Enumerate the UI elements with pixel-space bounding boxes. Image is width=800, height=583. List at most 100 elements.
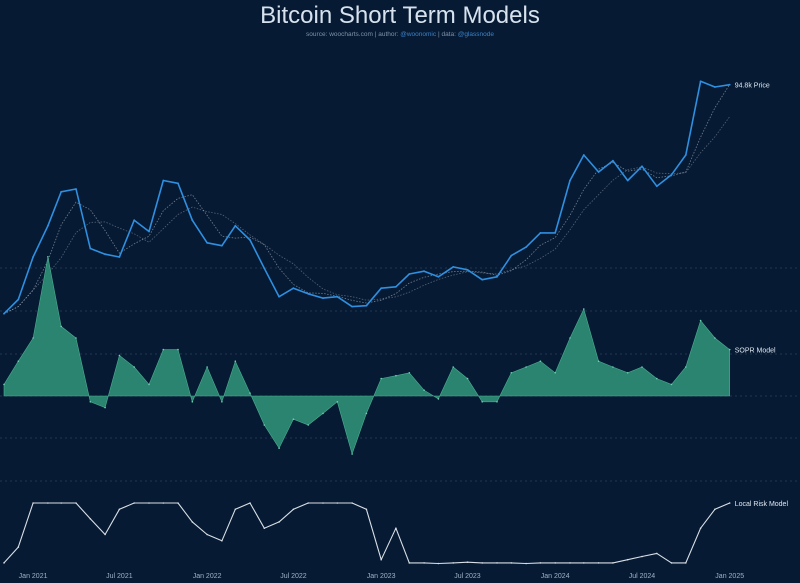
price-point-44 — [641, 165, 643, 168]
price-point-26 — [380, 287, 383, 290]
x-tick-label-5: Jul 2023 — [454, 573, 481, 580]
risk-point-46 — [670, 562, 673, 564]
sopr-point-33 — [481, 401, 484, 403]
price-point-15 — [221, 244, 223, 247]
sopr-point-24 — [351, 453, 353, 455]
risk-point-16 — [234, 508, 237, 511]
source-prefix: source: — [306, 31, 328, 38]
chart-subtitle: source: woocharts.com | author: @woonomi… — [0, 31, 800, 38]
price-point-37 — [539, 232, 542, 234]
price-point-19 — [278, 295, 280, 298]
risk-point-41 — [597, 562, 600, 564]
price-point-41 — [597, 171, 600, 173]
sopr-point-17 — [249, 392, 251, 394]
sopr-point-38 — [554, 372, 556, 374]
price-point-46 — [670, 173, 673, 176]
risk-point-45 — [656, 552, 658, 555]
price-point-21 — [307, 292, 310, 295]
sopr-point-26 — [380, 377, 383, 380]
price-point-2 — [32, 256, 34, 258]
sopr-point-30 — [437, 398, 440, 400]
risk-point-22 — [322, 502, 324, 504]
price-series-line — [3, 80, 730, 315]
sopr-point-11 — [162, 348, 165, 351]
price-point-42 — [612, 159, 614, 162]
sopr-point-15 — [221, 401, 223, 403]
price-end-label: 94.8k Price — [735, 83, 770, 90]
sopr-point-1 — [17, 360, 20, 363]
sopr-point-48 — [699, 319, 702, 322]
price-point-45 — [655, 185, 658, 188]
price-point-7 — [104, 253, 106, 256]
sopr-point-46 — [670, 383, 673, 386]
sopr-point-50 — [728, 348, 731, 351]
sopr-point-49 — [714, 337, 716, 339]
sopr-point-34 — [496, 401, 498, 403]
price-point-36 — [525, 246, 527, 249]
sopr-point-31 — [452, 366, 455, 368]
risk-point-40 — [583, 562, 585, 564]
price-point-47 — [684, 154, 687, 156]
risk-point-43 — [626, 558, 629, 561]
risk-point-6 — [89, 518, 92, 520]
data-prefix: | data: — [437, 31, 456, 38]
sopr-point-6 — [89, 401, 92, 403]
sopr-point-36 — [525, 366, 527, 368]
price-point-4 — [60, 190, 63, 193]
risk-point-5 — [75, 502, 77, 504]
risk-end-label: Local Risk Model — [735, 501, 789, 508]
sopr-point-7 — [104, 406, 106, 409]
sopr-point-23 — [336, 401, 339, 403]
sopr-point-2 — [32, 337, 34, 339]
x-tick-label-8: Jan 2025 — [715, 573, 744, 580]
risk-point-24 — [351, 502, 353, 504]
price-point-6 — [89, 247, 92, 250]
risk-point-49 — [714, 508, 716, 511]
risk-point-34 — [496, 562, 498, 564]
price-point-23 — [336, 295, 339, 298]
price-point-10 — [148, 230, 150, 233]
risk-point-20 — [292, 508, 295, 511]
price-point-49 — [714, 86, 716, 88]
price-point-25 — [365, 304, 368, 307]
sopr-point-8 — [118, 354, 121, 357]
risk-point-15 — [221, 540, 223, 542]
risk-point-33 — [481, 562, 484, 564]
risk-point-29 — [423, 562, 425, 564]
price-point-18 — [263, 267, 266, 270]
risk-point-2 — [32, 502, 34, 504]
sopr-point-39 — [569, 337, 571, 339]
risk-point-10 — [148, 502, 150, 504]
risk-point-0 — [3, 562, 5, 564]
price-point-11 — [162, 179, 165, 182]
price-point-17 — [249, 239, 251, 241]
price-point-16 — [234, 224, 237, 227]
risk-point-17 — [249, 502, 251, 504]
sopr-point-12 — [177, 348, 179, 351]
author-value: @woonomic — [400, 31, 437, 38]
sopr-point-35 — [510, 372, 513, 374]
sopr-point-37 — [539, 360, 542, 363]
sopr-point-9 — [133, 366, 135, 368]
sopr-point-32 — [466, 377, 469, 380]
sopr-point-28 — [408, 372, 411, 374]
risk-point-11 — [162, 502, 165, 504]
risk-point-42 — [612, 562, 614, 564]
sopr-point-14 — [206, 366, 208, 368]
price-point-3 — [47, 224, 49, 227]
sopr-point-4 — [60, 325, 62, 328]
price-point-48 — [699, 80, 702, 83]
sopr-point-44 — [641, 366, 643, 368]
sopr-point-5 — [75, 337, 77, 339]
x-tick-label-2: Jan 2022 — [193, 573, 222, 580]
sopr-point-40 — [583, 308, 585, 310]
price-point-43 — [626, 179, 629, 182]
sopr-point-21 — [307, 424, 310, 426]
price-point-8 — [118, 256, 121, 258]
sopr-point-47 — [685, 366, 687, 368]
price-point-20 — [292, 287, 295, 290]
price-point-29 — [423, 270, 425, 273]
risk-point-39 — [569, 562, 571, 564]
